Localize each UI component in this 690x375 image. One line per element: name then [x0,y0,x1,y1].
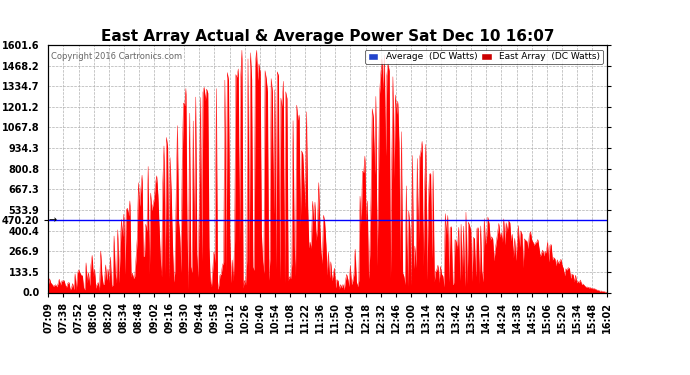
Title: East Array Actual & Average Power Sat Dec 10 16:07: East Array Actual & Average Power Sat De… [101,29,555,44]
Legend: Average  (DC Watts), East Array  (DC Watts): Average (DC Watts), East Array (DC Watts… [365,50,602,64]
Text: →: → [48,215,57,225]
Text: Copyright 2016 Cartronics.com: Copyright 2016 Cartronics.com [51,53,182,62]
